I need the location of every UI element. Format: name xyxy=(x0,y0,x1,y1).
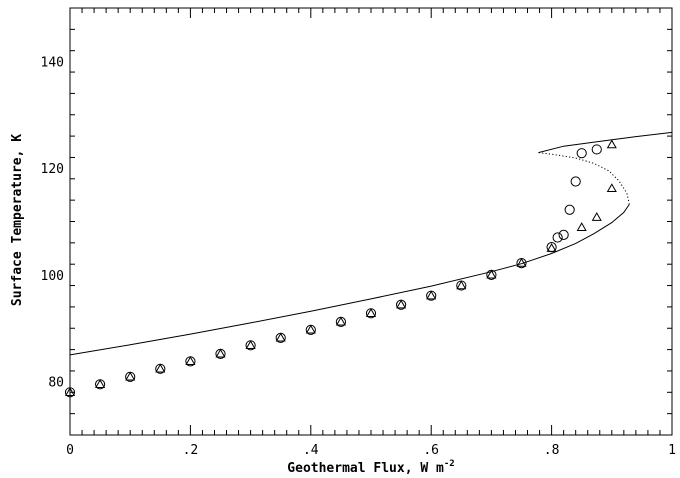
circle-marker xyxy=(558,229,569,240)
y-tick-label: 80 xyxy=(48,376,64,391)
circle-marker xyxy=(570,176,581,187)
triangle-marker xyxy=(64,387,76,396)
triangle-marker xyxy=(576,222,587,232)
circle-marker xyxy=(552,232,563,243)
y-axis-title: Surface Temperature, K xyxy=(10,134,25,306)
y-tick-label: 120 xyxy=(41,162,64,177)
x-tick-label: .6 xyxy=(423,443,439,458)
x-axis-title: Geothermal Flux, W m-2 xyxy=(287,459,454,476)
x-tick-label: .8 xyxy=(544,443,560,458)
triangle-marker xyxy=(95,379,106,388)
triangle-marker xyxy=(335,316,346,326)
axis-ticks xyxy=(69,7,673,436)
axis-tick-labels: 0 .2 .4 .6 .8 1 80 100 120 140 xyxy=(41,55,676,458)
model-curve-solid xyxy=(538,131,673,154)
triangle-marker xyxy=(125,371,136,381)
triangle-marker xyxy=(155,363,166,373)
y-tick-label: 140 xyxy=(41,55,64,70)
triangle-marker xyxy=(606,139,617,149)
triangle-marker xyxy=(516,257,527,267)
circle-marker xyxy=(576,148,587,159)
triangle-marker xyxy=(396,299,407,309)
triangle-marker xyxy=(546,242,557,252)
triangle-marker xyxy=(305,324,316,334)
triangle-marker xyxy=(426,290,437,300)
plot-frame xyxy=(69,7,673,436)
y-tick-label: 100 xyxy=(41,269,64,284)
circle-marker xyxy=(591,144,602,155)
triangle-marker xyxy=(245,340,256,349)
triangle-marker xyxy=(606,183,617,193)
triangle-marker xyxy=(486,269,497,279)
triangle-marker xyxy=(185,356,196,365)
triangle-marker xyxy=(591,212,602,221)
model-curve-unstable-dotted xyxy=(538,152,630,205)
x-tick-label: 1 xyxy=(668,443,676,458)
triangle-marker xyxy=(456,280,467,290)
triangle-marker xyxy=(365,308,377,317)
series-markers xyxy=(64,139,617,398)
model-curve-solid xyxy=(69,204,630,356)
x-axis-title-superscript: -2 xyxy=(444,459,455,469)
triangle-marker xyxy=(215,348,226,358)
series-lines xyxy=(69,131,673,356)
x-axis-title-text: Geothermal Flux, W m xyxy=(287,461,444,476)
x-tick-label: .4 xyxy=(303,443,319,458)
circle-marker xyxy=(564,204,575,215)
x-tick-label: 0 xyxy=(66,443,74,458)
triangle-marker xyxy=(275,332,286,342)
x-tick-label: .2 xyxy=(183,443,199,458)
